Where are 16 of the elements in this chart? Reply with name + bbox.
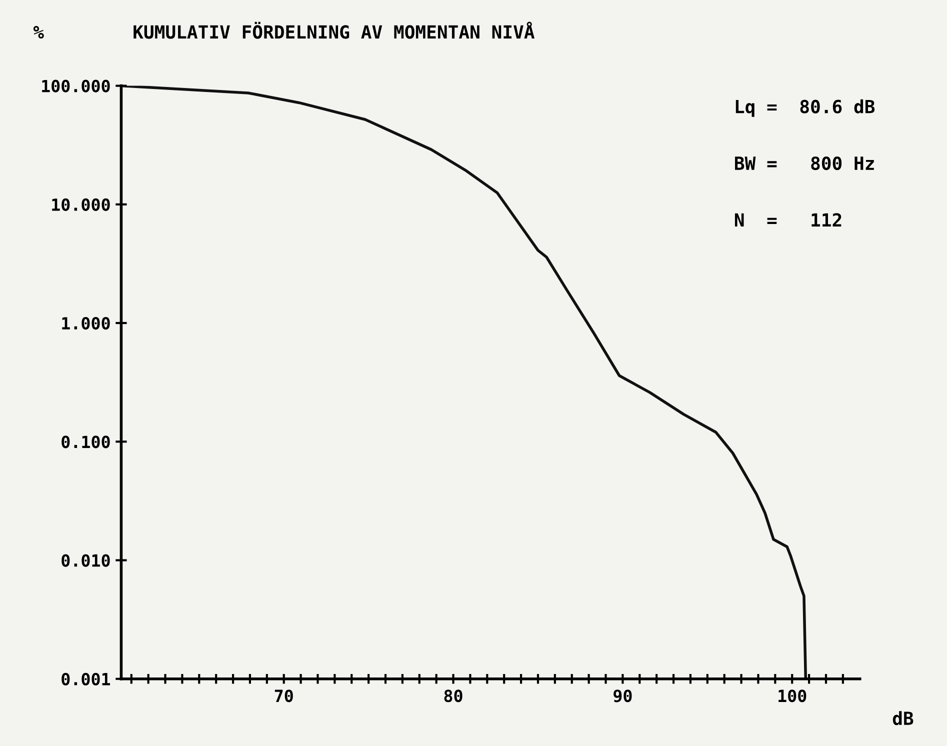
y-tick-label: 0.100 [62,436,110,448]
x-tick-label: 80 [444,690,462,702]
y-axis-title: % [33,26,44,39]
x-axis-title: dB [892,711,914,726]
x-tick-label: 70 [274,690,293,702]
annotation: BW = 800 Hz [735,156,874,170]
y-tick-label: 0.010 [62,554,110,567]
annotation: Lq = 80.6 dB [736,99,875,117]
x-tick-label: 90 [614,690,632,702]
y-tick-label: 100.000 [42,80,110,92]
y-tick-label: 0.001 [62,672,110,686]
x-tick-label: 100 [778,690,806,702]
chart-title: KUMULATIV FÖRDELNING AV MOMENTAN NIVÅ [134,22,534,39]
y-tick-label: 1.000 [62,316,110,330]
y-tick-label: 10.000 [52,198,110,211]
annotation: N = 112 [734,213,842,227]
